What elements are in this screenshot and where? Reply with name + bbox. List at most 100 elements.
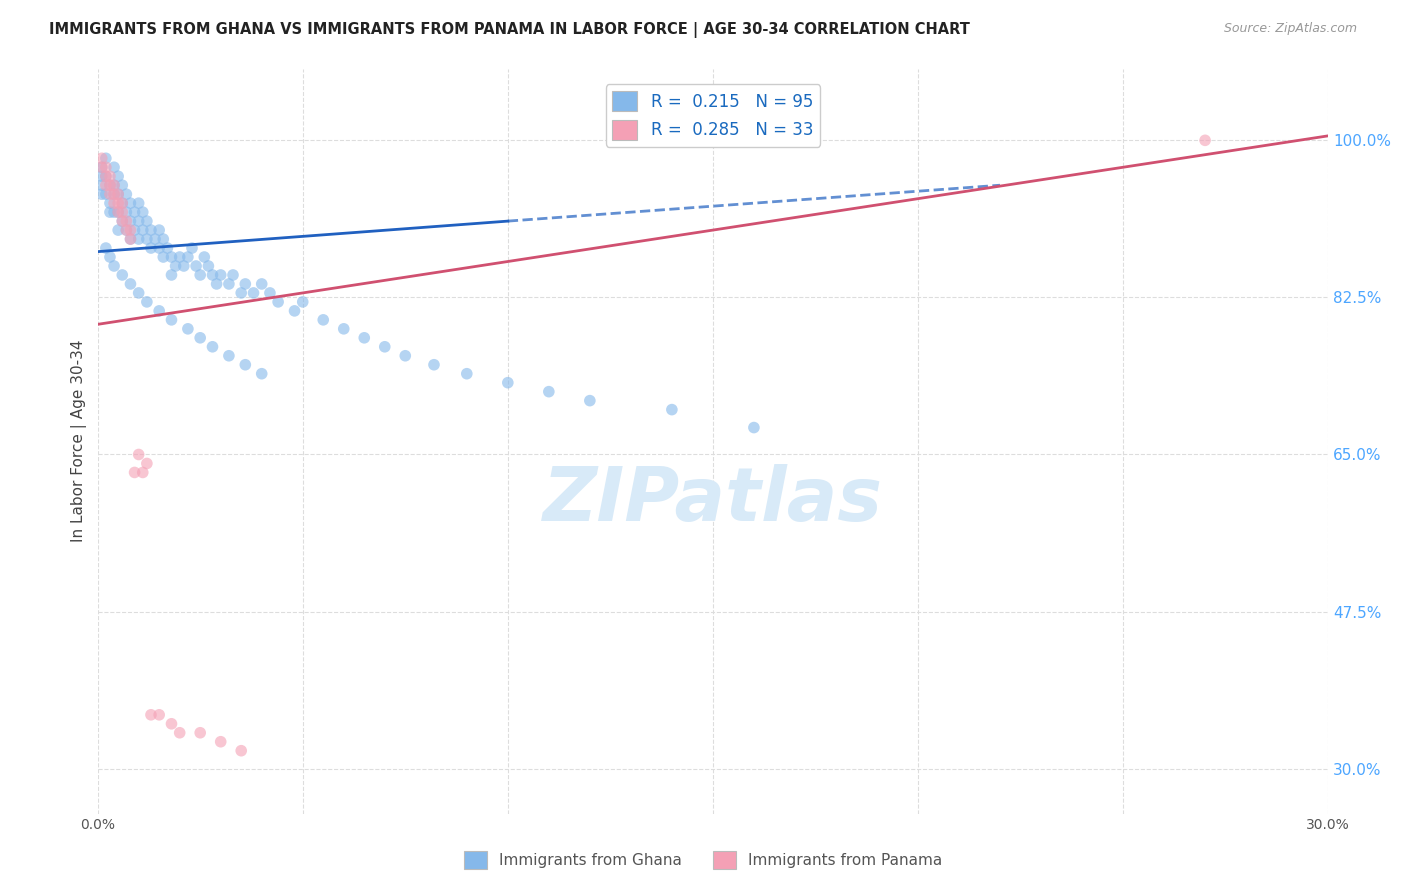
- Point: [98, 196, 121, 211]
- Point: [156, 241, 179, 255]
- Point: [103, 178, 125, 193]
- Point: [135, 232, 157, 246]
- Point: [107, 196, 129, 211]
- Point: [132, 223, 155, 237]
- Legend: R =  0.215   N = 95, R =  0.285   N = 33: R = 0.215 N = 95, R = 0.285 N = 33: [606, 85, 820, 146]
- Point: [90, 169, 112, 184]
- Point: [218, 277, 240, 291]
- Point: [115, 223, 138, 237]
- Point: [139, 707, 162, 722]
- Point: [152, 232, 174, 246]
- Point: [94, 187, 117, 202]
- Point: [205, 277, 228, 291]
- Y-axis label: In Labor Force | Age 30-34: In Labor Force | Age 30-34: [72, 340, 87, 542]
- Point: [98, 178, 121, 193]
- Point: [579, 393, 602, 408]
- Point: [90, 178, 112, 193]
- Point: [90, 161, 112, 175]
- Point: [103, 205, 125, 219]
- Point: [177, 322, 200, 336]
- Point: [124, 223, 146, 237]
- Point: [132, 466, 155, 480]
- Point: [115, 187, 138, 202]
- Point: [120, 277, 142, 291]
- Point: [165, 259, 187, 273]
- Point: [496, 376, 519, 390]
- Point: [250, 277, 273, 291]
- Point: [111, 205, 134, 219]
- Point: [312, 313, 335, 327]
- Point: [148, 223, 170, 237]
- Point: [107, 205, 129, 219]
- Point: [115, 223, 138, 237]
- Point: [267, 294, 290, 309]
- Point: [661, 402, 683, 417]
- Point: [160, 250, 183, 264]
- Point: [197, 259, 219, 273]
- Point: [456, 367, 478, 381]
- Point: [742, 420, 765, 434]
- Point: [193, 250, 215, 264]
- Point: [94, 169, 117, 184]
- Point: [218, 349, 240, 363]
- Point: [111, 178, 134, 193]
- Point: [259, 285, 281, 300]
- Point: [201, 268, 224, 282]
- Point: [1194, 133, 1216, 147]
- Point: [233, 277, 256, 291]
- Point: [120, 223, 142, 237]
- Point: [120, 214, 142, 228]
- Point: [103, 187, 125, 202]
- Point: [181, 241, 204, 255]
- Point: [291, 294, 314, 309]
- Point: [135, 294, 157, 309]
- Point: [128, 285, 150, 300]
- Point: [94, 161, 117, 175]
- Point: [94, 151, 117, 165]
- Point: [332, 322, 354, 336]
- Point: [90, 187, 112, 202]
- Point: [120, 196, 142, 211]
- Point: [124, 205, 146, 219]
- Point: [115, 205, 138, 219]
- Point: [231, 744, 253, 758]
- Point: [111, 214, 134, 228]
- Point: [169, 725, 191, 739]
- Point: [98, 178, 121, 193]
- Point: [98, 205, 121, 219]
- Point: [353, 331, 375, 345]
- Point: [111, 214, 134, 228]
- Point: [90, 161, 112, 175]
- Point: [233, 358, 256, 372]
- Point: [231, 285, 253, 300]
- Point: [135, 457, 157, 471]
- Point: [374, 340, 396, 354]
- Text: ZIPatlas: ZIPatlas: [543, 464, 883, 537]
- Point: [98, 250, 121, 264]
- Point: [242, 285, 264, 300]
- Text: IMMIGRANTS FROM GHANA VS IMMIGRANTS FROM PANAMA IN LABOR FORCE | AGE 30-34 CORRE: IMMIGRANTS FROM GHANA VS IMMIGRANTS FROM…: [49, 22, 970, 38]
- Point: [128, 196, 150, 211]
- Point: [103, 187, 125, 202]
- Point: [139, 223, 162, 237]
- Point: [103, 259, 125, 273]
- Point: [128, 448, 150, 462]
- Point: [120, 232, 142, 246]
- Point: [111, 196, 134, 211]
- Point: [188, 268, 211, 282]
- Point: [107, 187, 129, 202]
- Point: [250, 367, 273, 381]
- Point: [132, 205, 155, 219]
- Point: [209, 735, 232, 749]
- Point: [135, 214, 157, 228]
- Point: [103, 161, 125, 175]
- Point: [283, 304, 305, 318]
- Point: [394, 349, 416, 363]
- Point: [107, 223, 129, 237]
- Point: [184, 259, 207, 273]
- Point: [173, 259, 195, 273]
- Point: [177, 250, 200, 264]
- Point: [103, 178, 125, 193]
- Point: [148, 707, 170, 722]
- Point: [115, 214, 138, 228]
